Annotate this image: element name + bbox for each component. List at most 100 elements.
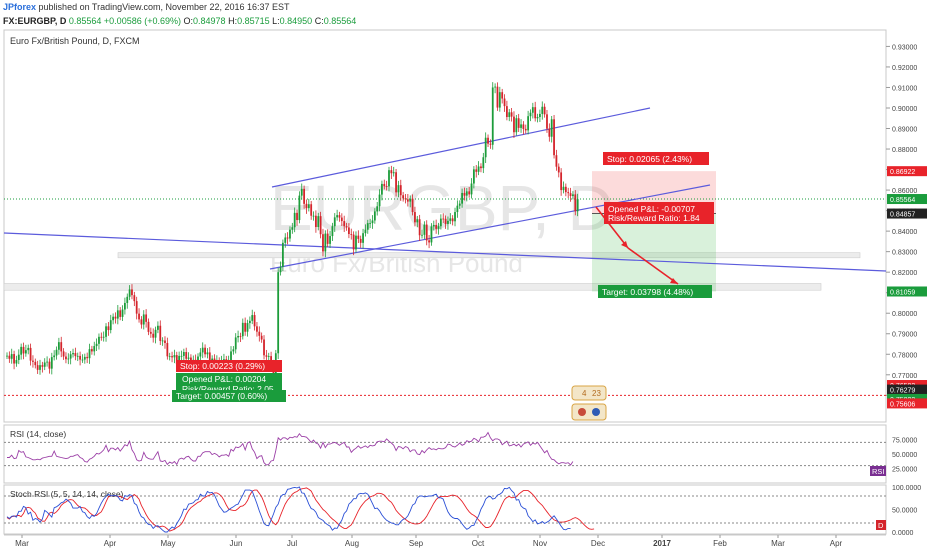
candle-body — [567, 192, 570, 194]
candle-body — [105, 326, 107, 337]
flag-icon — [578, 408, 586, 416]
main-pane-frame — [3, 29, 887, 423]
candle-body — [32, 360, 34, 362]
candle-body — [67, 358, 70, 360]
candle-body — [256, 326, 258, 332]
candle-body — [55, 349, 58, 356]
x-tick-label: Mar — [771, 539, 785, 548]
long-stop-badge — [176, 360, 282, 372]
candle-body — [555, 155, 558, 167]
candle-body — [359, 238, 362, 243]
candle-body — [241, 322, 244, 337]
author-link[interactable]: JPforex — [3, 2, 37, 12]
candle-body — [185, 352, 188, 359]
short-target-badge — [598, 285, 712, 298]
y-tick-label: 0.88000 — [892, 147, 917, 154]
candle-body — [284, 237, 287, 243]
event-marker[interactable] — [571, 403, 607, 421]
candle-body — [234, 337, 237, 350]
candle-body — [454, 212, 456, 222]
x-tick-label: Apr — [104, 539, 117, 548]
candle-body — [20, 346, 23, 355]
y-tick-label: 0.90000 — [892, 106, 917, 113]
candle-body — [88, 349, 91, 359]
candle-body — [8, 355, 11, 359]
candle-body — [124, 302, 126, 310]
stoch-badge-label: D — [878, 521, 884, 530]
long-pnl-label: Opened P&L: 0.00204 — [182, 374, 266, 384]
short-stop-badge — [603, 152, 709, 165]
candle-body — [258, 331, 261, 336]
candle-body — [527, 116, 530, 131]
candle-body — [515, 118, 518, 133]
candle-body — [296, 212, 298, 221]
candle-body — [157, 325, 159, 330]
stoch-tick-label: 50.0000 — [892, 508, 917, 515]
candle-body — [402, 195, 405, 199]
candle-body — [13, 354, 15, 364]
candle-body — [489, 143, 492, 145]
publisher-line: JPforex published on TradingView.com, No… — [3, 2, 290, 12]
price-tag — [887, 384, 927, 395]
candle-body — [24, 350, 27, 354]
candle-body — [107, 326, 110, 331]
candle-body — [112, 316, 115, 321]
candle-body — [326, 233, 329, 244]
price-change: +0.00586 (+0.69%) — [103, 16, 181, 26]
candle-body — [491, 87, 494, 145]
y-tick-label: 0.78000 — [892, 352, 917, 359]
candle-body — [421, 234, 423, 236]
candle-body — [505, 106, 508, 118]
open-value: 0.84978 — [193, 16, 226, 26]
candle-body — [237, 336, 239, 338]
candle-body — [388, 170, 390, 187]
rsi-badge-label: RSI — [872, 467, 885, 476]
candle-body — [140, 319, 143, 325]
candle-body — [482, 157, 485, 169]
x-tick-label: Aug — [345, 539, 359, 548]
low-value: 0.84950 — [279, 16, 313, 26]
candle-body — [230, 351, 232, 361]
candle-body — [340, 217, 343, 222]
candle-body — [430, 226, 433, 243]
candle-body — [376, 206, 379, 212]
candle-body — [131, 289, 133, 296]
price-tag-label: 0.84857 — [890, 212, 915, 219]
x-tick-label: Jul — [287, 539, 297, 548]
short-stop-label: Stop: 0.02065 (2.43%) — [607, 154, 692, 164]
candle-body — [472, 169, 475, 184]
candle-body — [39, 365, 41, 370]
candle-body — [180, 355, 183, 357]
long-rr-label: Risk/Reward Ratio: 2.05 — [182, 384, 274, 394]
candle-body — [329, 236, 331, 244]
candle-body — [76, 355, 79, 357]
candle-body — [272, 365, 275, 381]
close-value: 0.85564 — [323, 16, 357, 26]
candle-body — [362, 233, 364, 243]
rsi-tick-label: 50.0000 — [892, 452, 917, 459]
event-marker[interactable] — [571, 385, 607, 401]
candle-body — [279, 266, 282, 273]
candle-body — [300, 188, 303, 196]
y-tick-label: 0.80000 — [892, 311, 917, 318]
candle-body — [373, 211, 376, 221]
symbol-label[interactable]: FX:EURGBP, D — [3, 16, 67, 26]
candle-body — [529, 112, 532, 117]
candle-body — [456, 205, 459, 213]
candle-body — [307, 204, 310, 209]
y-tick-label: 0.82000 — [892, 270, 917, 277]
candle-body — [69, 354, 72, 359]
candle-body — [305, 203, 308, 209]
candle-body — [149, 331, 152, 334]
candle-body — [539, 113, 541, 118]
candle-body — [338, 215, 341, 218]
candle-body — [324, 233, 327, 252]
candle-body — [253, 315, 256, 327]
candle-body — [383, 183, 386, 187]
candle-body — [168, 356, 171, 357]
long-info-badge — [176, 373, 282, 395]
candle-body — [15, 360, 18, 364]
y-tick-label: 0.77000 — [892, 373, 917, 380]
candle-body — [43, 362, 46, 367]
